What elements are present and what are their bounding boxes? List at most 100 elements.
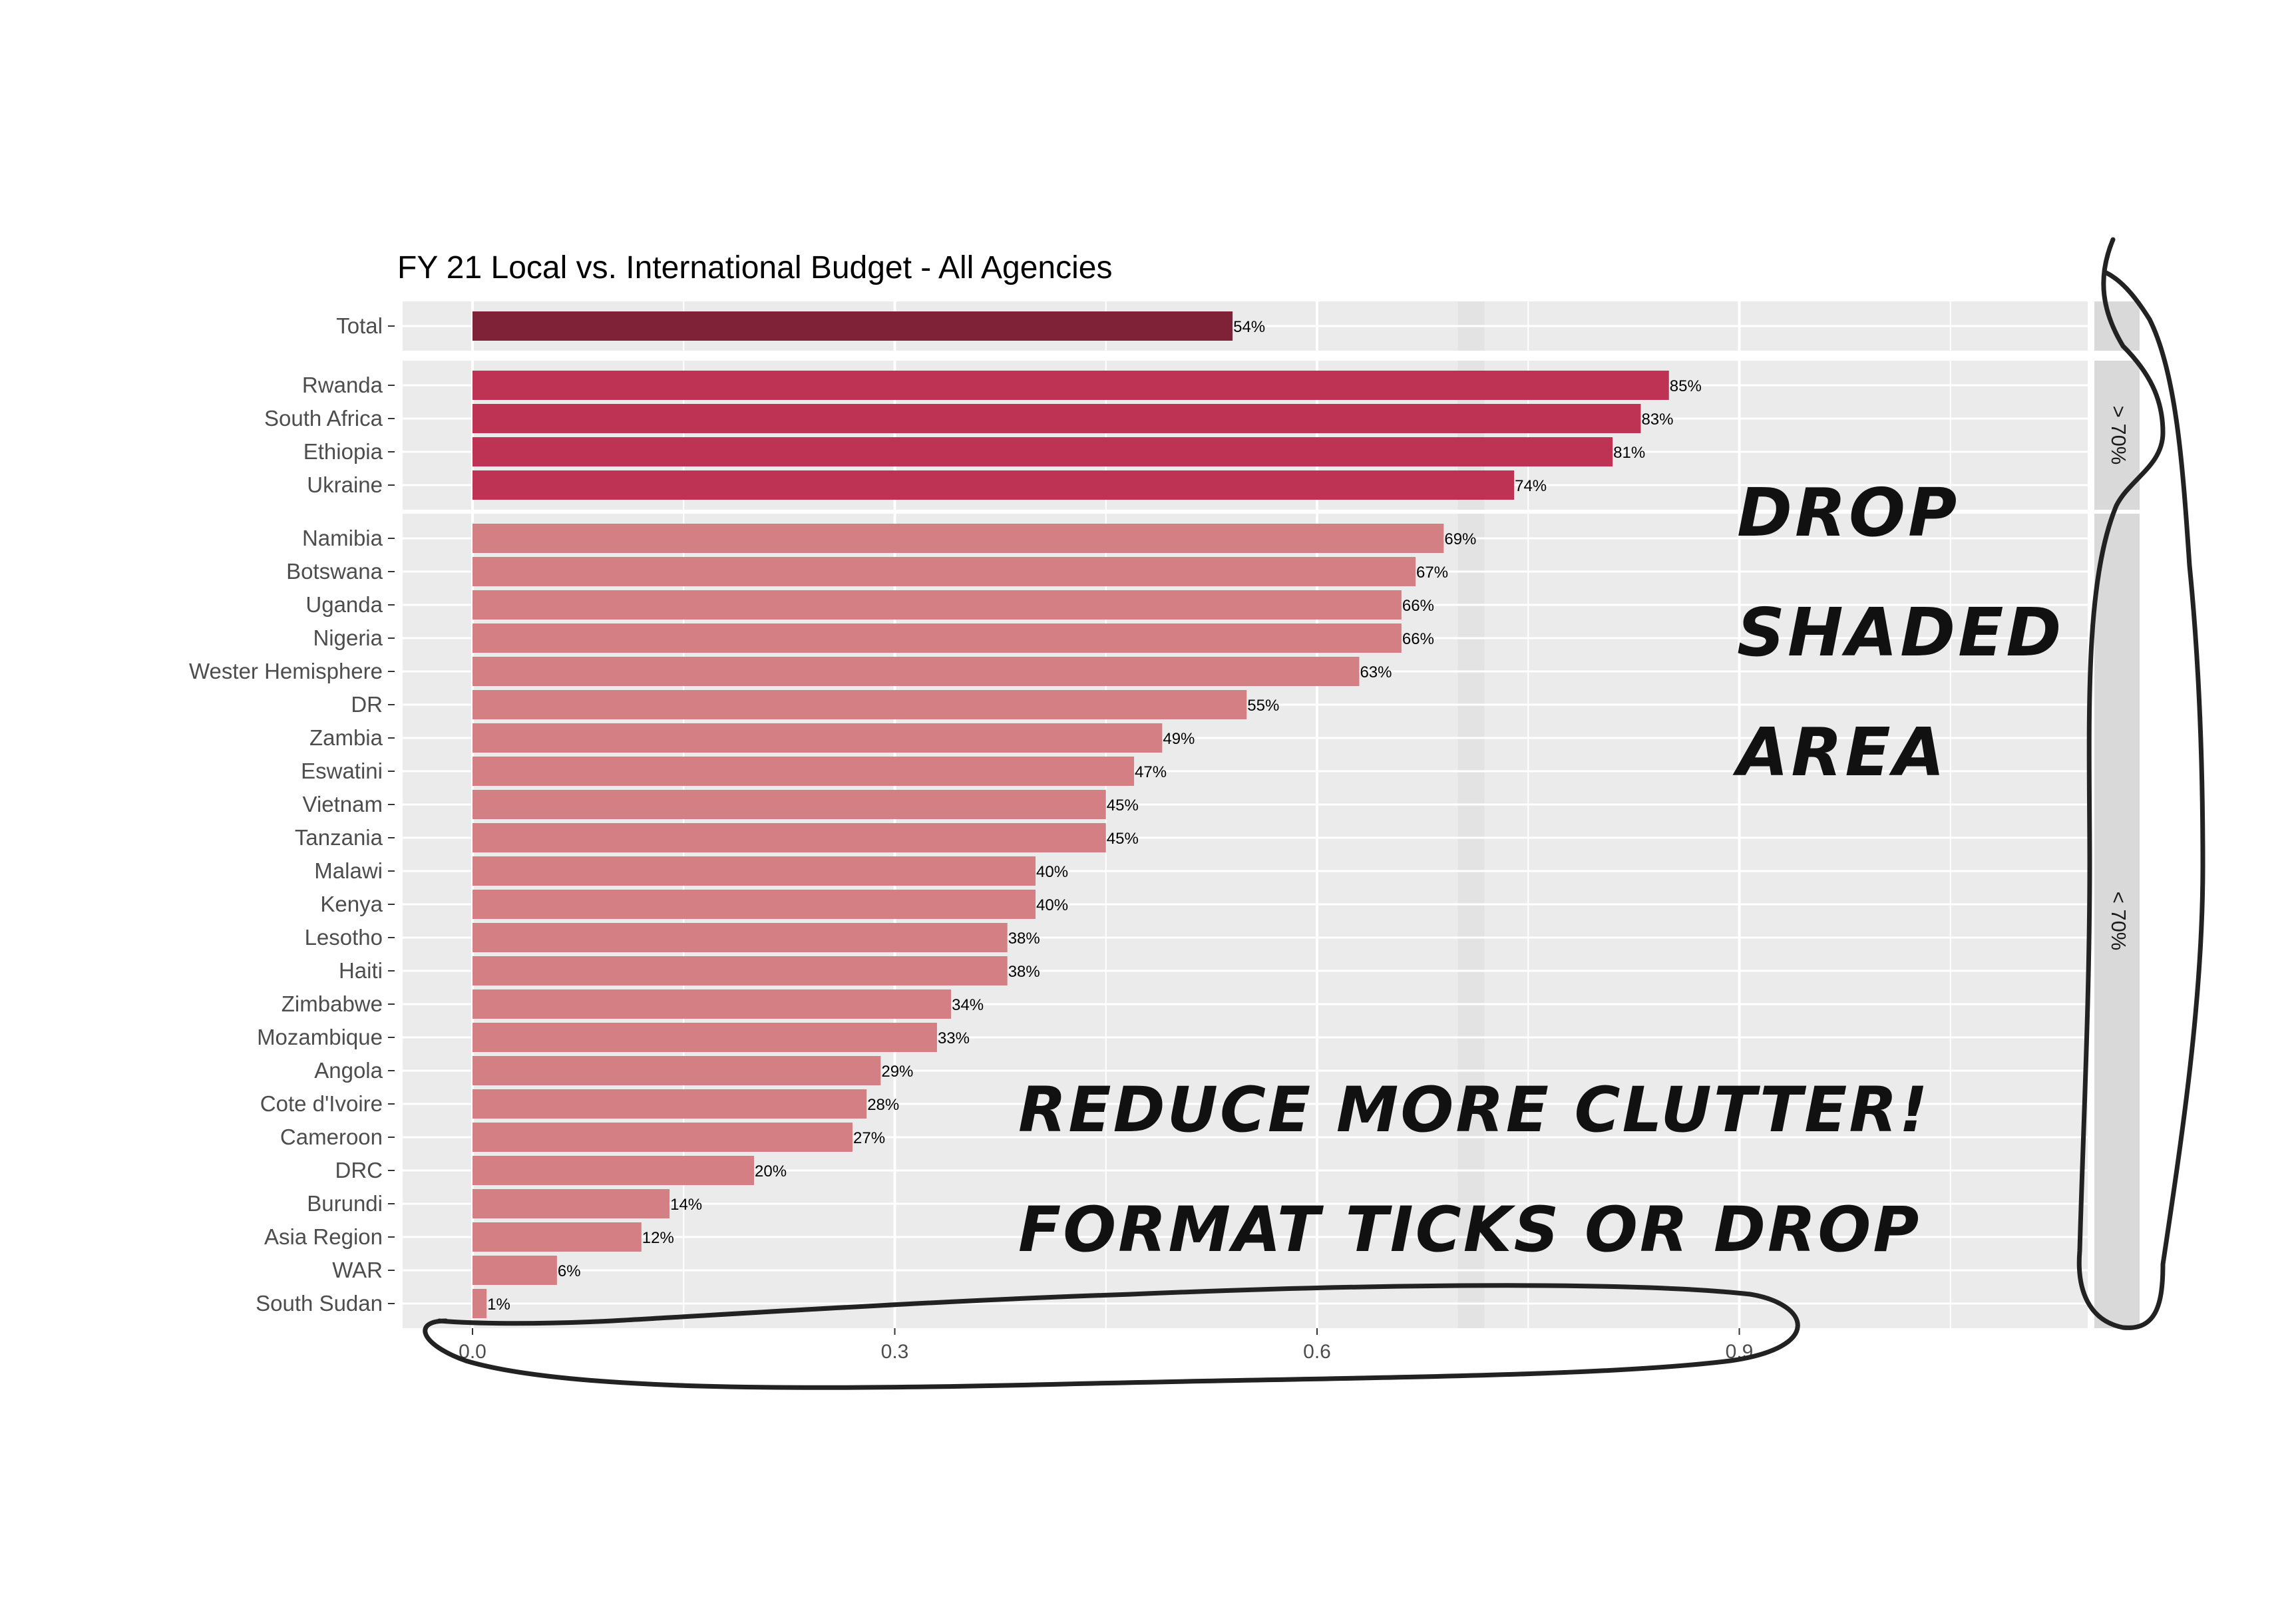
value-label: 29%	[881, 1063, 913, 1081]
value-label: 69%	[1444, 530, 1476, 548]
bar	[473, 723, 1163, 753]
value-label: 67%	[1416, 564, 1448, 582]
value-label: 45%	[1107, 797, 1139, 814]
bar	[473, 989, 952, 1019]
category-label: Haiti	[339, 958, 383, 983]
value-label: 12%	[642, 1229, 674, 1247]
value-label: 1%	[487, 1296, 510, 1314]
value-label: 33%	[938, 1029, 970, 1047]
bar	[473, 956, 1008, 985]
category-label: Nigeria	[313, 625, 383, 650]
bar	[473, 1089, 867, 1119]
bar	[473, 1123, 853, 1152]
bar	[473, 757, 1135, 786]
annotation-area: AREA	[1732, 713, 1947, 791]
category-label: South Sudan	[256, 1291, 383, 1316]
value-label: 66%	[1402, 597, 1434, 615]
value-label: 47%	[1135, 763, 1167, 781]
bar	[473, 890, 1036, 919]
x-tick-label: 0.3	[881, 1341, 909, 1363]
x-tick-label: 0.6	[1303, 1341, 1331, 1363]
panels: 54% Total 85% Rwanda 83% South Africa 81% Ethio…	[189, 301, 2088, 1328]
category-label: Wester Hemisphere	[189, 659, 383, 683]
bar	[473, 590, 1402, 620]
bar	[473, 923, 1008, 952]
value-label: 38%	[1008, 930, 1040, 948]
value-label: 38%	[1008, 963, 1040, 981]
category-label: Vietnam	[303, 792, 383, 816]
category-label: Namibia	[302, 526, 383, 550]
bar	[473, 1023, 937, 1052]
category-label: Zambia	[309, 725, 383, 750]
bar	[473, 1189, 670, 1218]
category-label: Malawi	[314, 858, 383, 883]
bar	[473, 470, 1515, 500]
bar	[473, 657, 1360, 686]
value-label: 34%	[952, 996, 984, 1014]
scribble-around-strips	[2076, 237, 2205, 1330]
bar	[473, 437, 1613, 466]
bar	[473, 1256, 557, 1285]
bar	[473, 1056, 881, 1085]
scribble-around-ticks	[423, 1283, 1800, 1390]
facet-strip	[2094, 514, 2140, 1328]
bar	[473, 371, 1669, 400]
value-label: 40%	[1036, 863, 1068, 881]
value-label: 49%	[1163, 730, 1195, 748]
facet-strip-label: > 70%	[2107, 406, 2130, 465]
bar	[473, 823, 1106, 852]
category-label: Rwanda	[302, 373, 383, 397]
bar	[473, 524, 1444, 553]
annotation-format-ticks: FORMAT TICKS OR DROP	[1018, 1194, 1921, 1266]
category-label: Angola	[314, 1058, 383, 1083]
value-label: 14%	[670, 1196, 702, 1214]
value-label: 63%	[1360, 663, 1392, 681]
facet-strip	[2094, 301, 2140, 351]
value-label: 28%	[867, 1096, 899, 1114]
annotation-drop: DROP	[1737, 474, 1959, 552]
category-label: Burundi	[307, 1191, 383, 1216]
category-label: Lesotho	[305, 925, 383, 950]
category-label: Asia Region	[264, 1224, 383, 1249]
bar	[473, 790, 1106, 819]
annotation-shaded: SHADED	[1737, 594, 2064, 671]
value-label: 83%	[1641, 411, 1673, 429]
value-label: 54%	[1233, 318, 1265, 336]
category-label: DR	[351, 692, 383, 717]
bar	[473, 1156, 754, 1185]
annotation-reduce-clutter: REDUCE MORE CLUTTER!	[1018, 1074, 1930, 1147]
bar	[473, 690, 1247, 719]
x-axis: 0.0 0.3 0.6 0.9	[459, 1328, 1753, 1363]
chart-title: FY 21 Local vs. International Budget - A…	[397, 250, 1112, 285]
category-label: Eswatini	[301, 759, 383, 783]
value-label: 81%	[1613, 444, 1645, 462]
category-label: Ukraine	[307, 472, 383, 497]
category-label: Uganda	[305, 592, 383, 617]
facet-strip-label: < 70%	[2107, 892, 2130, 951]
category-label: South Africa	[264, 406, 383, 431]
value-label: 55%	[1247, 697, 1279, 715]
category-label: Mozambique	[257, 1025, 383, 1049]
bar	[473, 404, 1641, 433]
value-label: 45%	[1107, 830, 1139, 848]
category-label: Tanzania	[295, 825, 383, 850]
category-label: Total	[336, 313, 383, 338]
value-label: 66%	[1402, 630, 1434, 648]
category-label: DRC	[335, 1158, 383, 1182]
value-label: 6%	[558, 1262, 581, 1280]
category-label: Botswana	[286, 559, 383, 584]
bar	[473, 557, 1416, 586]
reference-band	[1457, 514, 1485, 1328]
value-label: 74%	[1515, 477, 1547, 495]
category-label: Ethiopia	[303, 439, 383, 464]
category-label: WAR	[332, 1258, 383, 1282]
bar	[473, 856, 1036, 886]
category-label: Cameroon	[280, 1125, 383, 1149]
value-label: 27%	[853, 1129, 885, 1147]
facet-strips: > 70% < 70%	[2094, 301, 2140, 1328]
bar	[473, 311, 1233, 341]
bar	[473, 623, 1402, 653]
category-label: Kenya	[320, 892, 383, 916]
